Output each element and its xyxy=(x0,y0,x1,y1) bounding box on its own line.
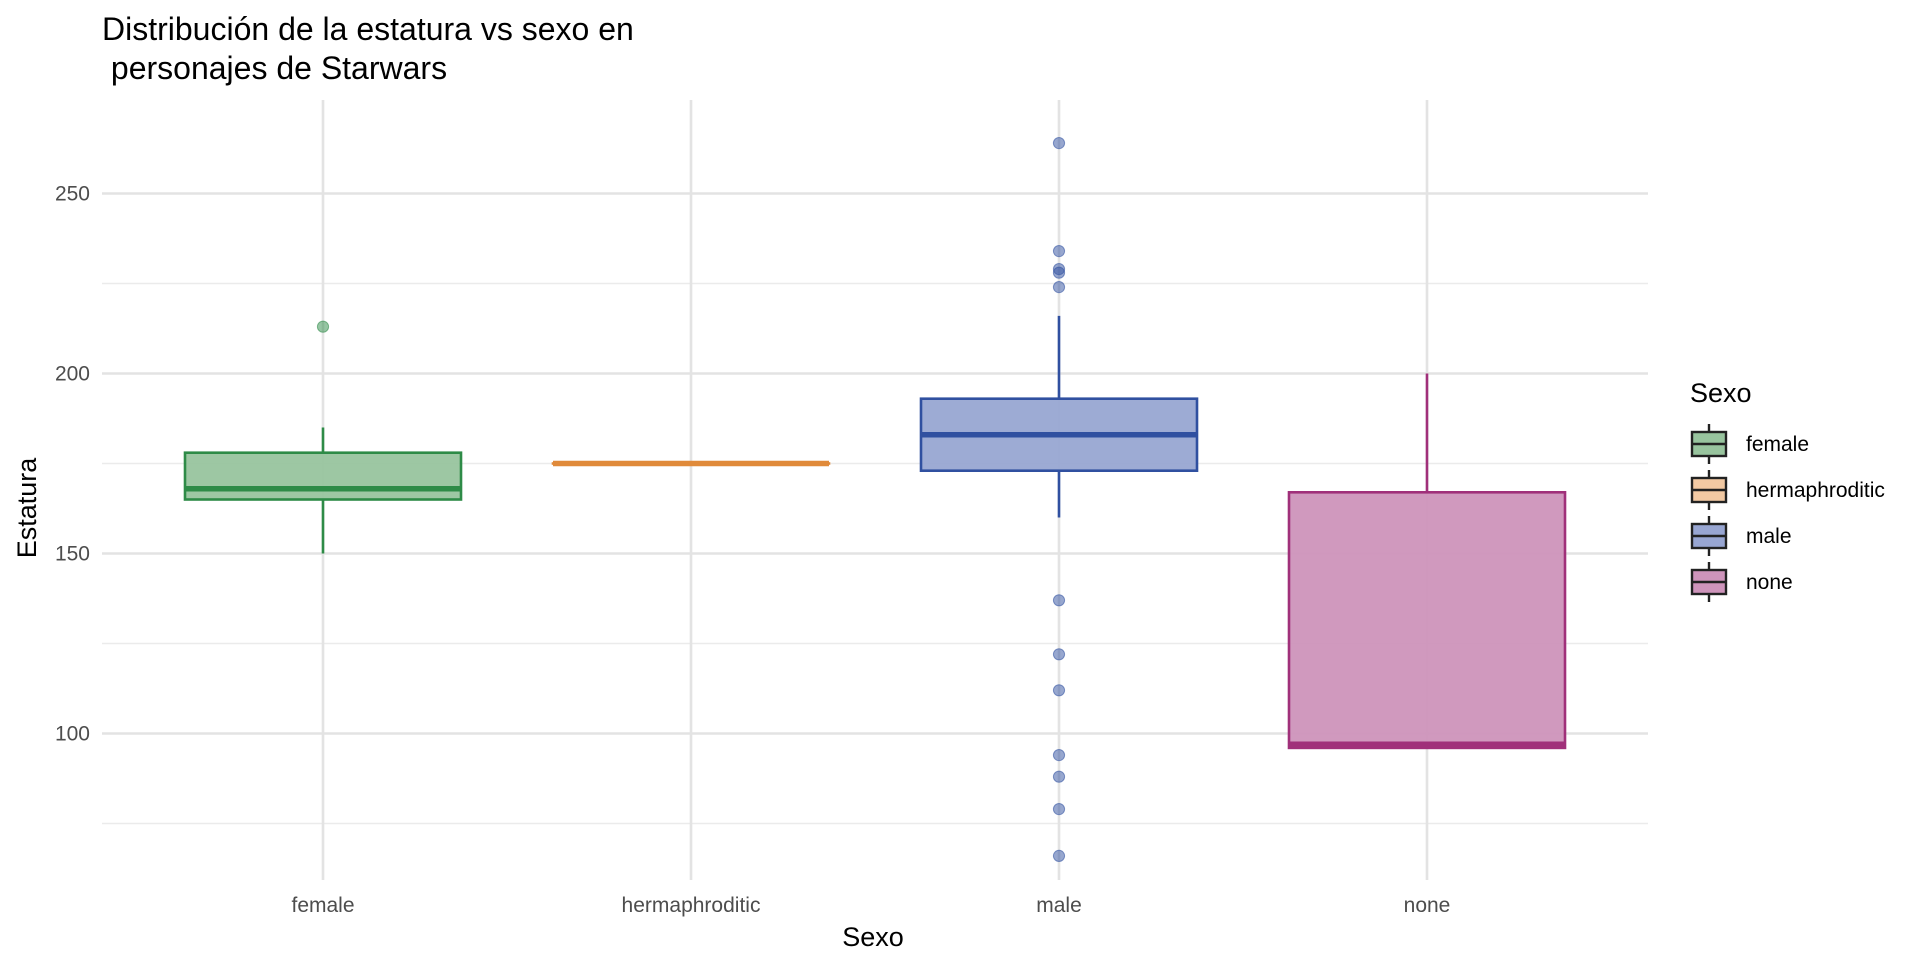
outlier-point xyxy=(1052,749,1066,762)
outlier-point xyxy=(1052,684,1066,697)
x-axis-title: Sexo xyxy=(842,922,904,952)
x-tick-labels: female hermaphroditic male none xyxy=(291,894,1450,917)
x-tick-label: hermaphroditic xyxy=(622,894,761,917)
outlier-point xyxy=(1052,594,1066,607)
legend-key-male xyxy=(1690,516,1728,556)
box-iqr xyxy=(183,451,463,501)
y-tick-labels: 100 150 200 250 xyxy=(55,183,90,746)
chart-title-line: Distribución de la estatura vs sexo en xyxy=(102,11,634,47)
box-none xyxy=(1287,373,1567,750)
legend-label: female xyxy=(1746,433,1809,456)
legend-label: none xyxy=(1746,571,1793,594)
outlier-point xyxy=(1052,648,1066,661)
outlier-point xyxy=(1052,281,1066,294)
outlier-point xyxy=(316,320,330,333)
outlier-point xyxy=(1052,770,1066,783)
outlier-point xyxy=(1052,266,1066,279)
outlier-point xyxy=(1052,849,1066,863)
box-iqr xyxy=(1287,490,1567,750)
outlier-point xyxy=(1052,137,1066,150)
legend-key-hermaphroditic xyxy=(1690,470,1728,510)
box-female xyxy=(183,320,463,554)
chart-title-line: personajes de Starwars xyxy=(102,50,447,86)
legend-key-none xyxy=(1690,562,1728,602)
outlier-point xyxy=(1052,245,1066,258)
y-axis-title: Estatura xyxy=(12,457,42,559)
y-tick-label: 200 xyxy=(55,363,90,386)
x-tick-label: none xyxy=(1404,894,1451,917)
y-tick-label: 100 xyxy=(55,723,90,746)
legend-title: Sexo xyxy=(1690,378,1752,408)
x-tick-label: male xyxy=(1036,894,1082,917)
legend-key-female xyxy=(1690,424,1728,464)
y-tick-label: 150 xyxy=(55,543,90,566)
x-tick-label: female xyxy=(291,894,354,917)
chart-title: Distribución de la estatura vs sexo en p… xyxy=(102,11,634,86)
legend-label: male xyxy=(1746,525,1792,548)
y-tick-label: 250 xyxy=(55,183,90,206)
legend: Sexo female hermaphroditic male none xyxy=(1690,378,1885,602)
box-male xyxy=(919,137,1199,863)
outlier-point xyxy=(1052,803,1066,816)
legend-label: hermaphroditic xyxy=(1746,479,1885,502)
box-series xyxy=(183,137,1567,863)
